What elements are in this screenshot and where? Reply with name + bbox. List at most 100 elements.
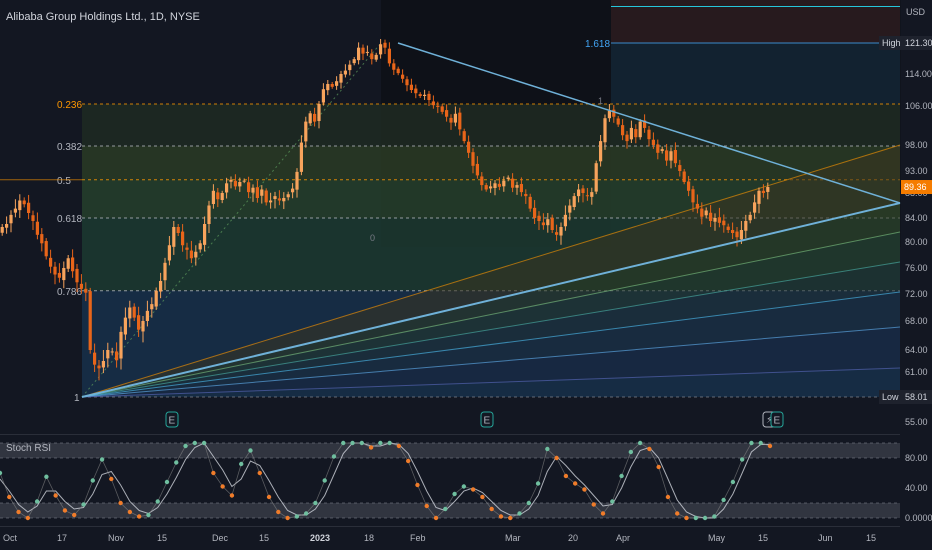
earnings-markers[interactable]: E E ⚡ E: [165, 411, 784, 428]
stoch-k-dot: [183, 443, 188, 449]
stoch-k-dot: [276, 509, 281, 515]
stoch-k-dot: [461, 484, 467, 489]
time-tick-label: Dec: [212, 533, 229, 543]
candle-body: [5, 224, 9, 228]
stoch-k-dot: [44, 474, 49, 479]
descending-trendline[interactable]: [397, 42, 901, 204]
stoch-k-dot: [582, 487, 587, 492]
candle-body: [735, 231, 739, 238]
stoch-tick-label: 40.00: [905, 483, 928, 493]
candle-body: [185, 247, 189, 250]
candle-body: [541, 222, 545, 226]
stoch-k-dot: [470, 487, 476, 492]
price-tick-label: 55.00: [905, 417, 928, 427]
candle-body: [313, 113, 317, 122]
fib-level-label: 1.618: [585, 39, 610, 50]
candle-body: [176, 227, 180, 233]
candle-body: [612, 109, 616, 117]
fib-level-label: 1: [74, 393, 80, 404]
stoch-k-dot: [628, 449, 634, 455]
candle-body: [286, 194, 290, 198]
stoch-k-dot: [90, 478, 95, 483]
fan-line: [81, 367, 901, 398]
stoch-k-dot: [34, 499, 40, 504]
stoch-k-dot: [619, 473, 624, 479]
candle-body: [264, 190, 268, 203]
time-axis[interactable]: Oct 17 Nov 15 Dec 15 2023 18 Feb Mar 20 Apr May 15 Jun…: [3, 533, 876, 543]
stoch-k-dot: [164, 479, 170, 485]
candle-body: [568, 205, 572, 213]
candle-body: [159, 281, 163, 292]
candle-body: [141, 321, 145, 332]
stoch-k-dot: [25, 515, 31, 521]
candle-body: [506, 177, 510, 180]
candle-body: [585, 195, 589, 197]
stoch-k-dot: [730, 479, 736, 485]
fib-zone-1618: [611, 43, 900, 104]
stoch-k-dot: [99, 457, 105, 462]
candle-body: [304, 121, 308, 142]
earnings-icon[interactable]: [165, 411, 179, 428]
time-tick-label: May: [708, 533, 726, 543]
candle-body: [546, 219, 550, 226]
price-tick-label: 68.00: [905, 316, 928, 326]
time-tick-label: 15: [259, 533, 269, 543]
candle-body: [216, 192, 220, 200]
candle-body: [700, 208, 704, 217]
candle-body: [726, 226, 730, 230]
last-price-value: 89.36: [904, 182, 927, 192]
candle-body: [489, 186, 493, 189]
candle-body: [713, 218, 717, 222]
stoch-rsi-pane[interactable]: 80.00 40.00 0.0000: [0, 440, 932, 523]
dividend-icon: ⚡: [766, 415, 773, 426]
candle-body: [550, 217, 554, 230]
candle-body: [458, 112, 462, 130]
stoch-k-dot: [229, 493, 235, 498]
candle-body: [449, 117, 453, 123]
candle-body: [607, 110, 611, 119]
price-tick-label: 61.00: [905, 367, 928, 377]
candle-body: [502, 180, 506, 187]
stoch-k-dot: [498, 514, 504, 519]
candle-body: [625, 134, 629, 142]
stoch-k-dot: [424, 503, 429, 509]
candle-body: [203, 224, 207, 245]
candle-body: [233, 180, 237, 187]
candle-body: [123, 317, 127, 335]
stoch-k-dot: [693, 515, 698, 521]
stoch-k-dot: [443, 506, 448, 512]
candle-body: [172, 227, 176, 247]
candle-body: [669, 151, 673, 161]
stoch-k-dot: [285, 515, 290, 521]
candle-body: [361, 47, 365, 54]
fan-diagonal: [81, 42, 382, 398]
candle-body: [194, 251, 198, 258]
trend-lines[interactable]: [81, 42, 901, 398]
candle-body: [181, 231, 185, 246]
stoch-k-dot: [155, 499, 160, 504]
fib-zone: [82, 104, 900, 147]
candle-body: [154, 290, 158, 307]
fan-line: [81, 326, 901, 398]
candle-body: [748, 214, 752, 221]
stoch-k-dot: [146, 512, 151, 518]
candle-body: [401, 74, 405, 79]
candle-body: [273, 196, 277, 199]
stoch-k-dot: [415, 482, 420, 488]
candle-body: [238, 182, 242, 187]
candle-body: [599, 141, 603, 162]
candle-body: [352, 59, 356, 64]
price-axis[interactable]: USD 114.00106.0098.0093.0088.0084.0080.0…: [879, 7, 932, 427]
stoch-k-dot: [684, 515, 689, 521]
candle-body: [594, 163, 598, 192]
candle-body: [40, 234, 44, 244]
earnings-icon[interactable]: [480, 411, 494, 428]
time-tick-label: Nov: [108, 533, 125, 543]
candle-body: [493, 183, 497, 188]
stoch-k-dot: [53, 493, 58, 498]
fan-line: [81, 261, 901, 398]
ascending-trendline[interactable]: [81, 202, 901, 398]
candle-body: [229, 179, 233, 182]
earnings-icon[interactable]: [770, 411, 784, 428]
